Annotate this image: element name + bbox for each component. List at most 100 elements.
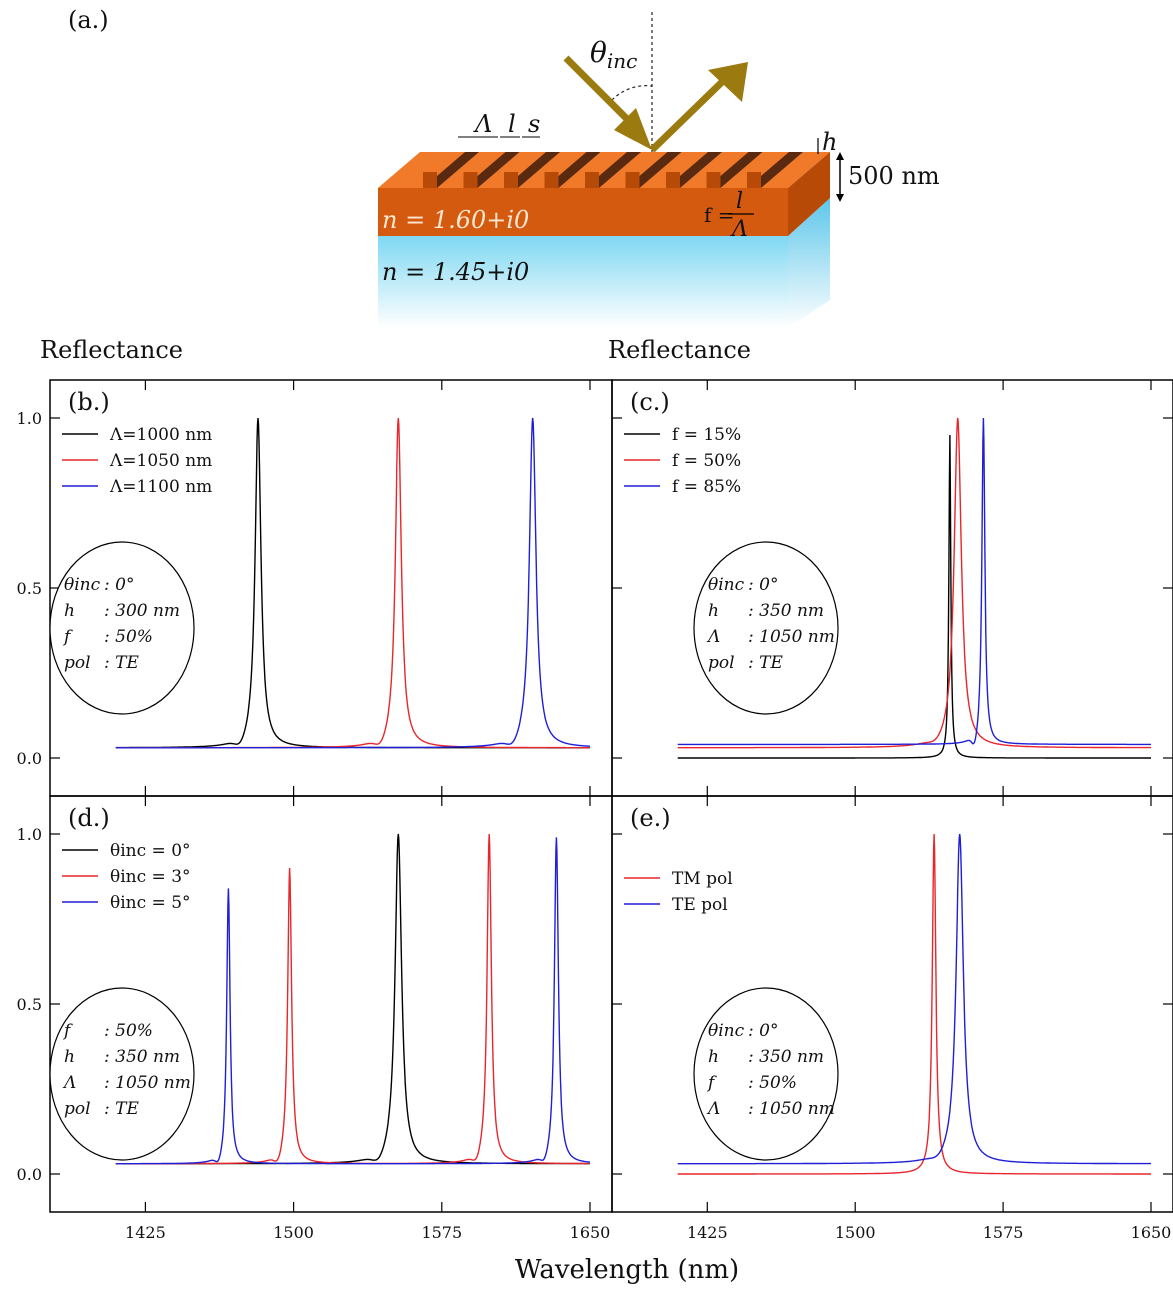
annotation-key: f — [62, 627, 73, 647]
line-width-symbol: l — [508, 110, 516, 138]
chart-panel-4: 1425 1500 1575 1650 (e.) TM pol TE pol θinc: 0°… — [611, 795, 1173, 1242]
series-line-3 — [115, 417, 590, 749]
grating-grooves — [423, 152, 803, 188]
groove-wall-4 — [544, 172, 559, 188]
series-line-2 — [677, 833, 1151, 1165]
legend-entry: θinc = 0° — [110, 841, 191, 861]
substrate-side — [788, 198, 830, 328]
annotation-key: θinc — [64, 575, 101, 595]
grating-layer-side — [788, 152, 830, 236]
panel-frame — [611, 795, 1173, 1213]
annotation-value: : 350 nm — [748, 1047, 824, 1067]
legend-entry: Λ=1000 nm — [109, 425, 212, 445]
legend-entry: TM pol — [672, 869, 733, 889]
chart-panel-1: 0.0 0.5 1.0 (b.) Λ=1000 nm Λ=1050 nm Λ=1100 nm… — [17, 379, 613, 797]
chart-panel-3: 1425 1500 1575 1650 0.0 0.5 1.0 (d.)θinc = 0° θi… — [17, 795, 613, 1242]
incident-arrowhead-icon — [614, 108, 652, 150]
legend-entry: TE pol — [672, 895, 728, 915]
chart-panels: 0.0 0.5 1.0 (b.) Λ=1000 nm Λ=1050 nm Λ=1100 nm… — [17, 379, 1173, 1242]
annotation-key: θinc — [708, 575, 745, 595]
annotation-key: f — [62, 1021, 73, 1041]
annotation-value: : 350 nm — [104, 1047, 180, 1067]
legend-entry: θinc = 3° — [110, 867, 191, 887]
y-axis-label-right: Reflectance — [608, 336, 751, 364]
y-tick-label: 0.0 — [17, 749, 42, 768]
annotation-key: Λ — [706, 627, 720, 647]
theta-inc-label: θinc — [590, 36, 637, 73]
annotation-value: : 0° — [104, 575, 134, 595]
fill-factor-denominator: Λ — [730, 217, 748, 242]
annotation-value: : TE — [748, 653, 783, 673]
parameter-ellipse — [693, 541, 839, 715]
annotation-key: pol — [64, 653, 91, 673]
series-line-3 — [115, 837, 591, 1165]
schematic-panel-a: (a.) θinc Λ l s h 500 nm n = 1.60+i0 — [68, 6, 940, 328]
groove-wall-3 — [504, 172, 518, 188]
annotation-key: f — [706, 1073, 717, 1093]
annotation-key: Λ — [62, 1073, 76, 1093]
annotation-key: θinc — [708, 1021, 745, 1041]
annotation-value: : 350 nm — [748, 601, 824, 621]
annotation-key: pol — [708, 653, 735, 673]
groove-wall-2 — [463, 172, 478, 188]
reflected-arrowhead-icon — [708, 62, 748, 102]
reflected-beam — [649, 79, 725, 153]
legend-entry: f = 85% — [672, 477, 741, 497]
x-axis-label: Wavelength (nm) — [515, 1255, 739, 1285]
y-tick-label: 1.0 — [17, 409, 42, 428]
space-symbol: s — [528, 110, 540, 138]
annotation-value: : 0° — [748, 575, 778, 595]
fill-factor-numerator: l — [736, 189, 743, 214]
annotation-key: h — [64, 601, 75, 621]
substrate-index-label: n = 1.45+i0 — [382, 258, 529, 286]
substrate-front — [378, 236, 788, 328]
annotation-value: : 50% — [748, 1073, 797, 1093]
y-tick-label: 0.5 — [17, 995, 42, 1014]
groove-wall-7 — [666, 172, 680, 188]
annotation-value: : TE — [104, 653, 139, 673]
fill-factor-lhs: f = — [704, 203, 735, 227]
y-tick-label: 0.5 — [17, 579, 42, 598]
thickness-arrow-up-icon — [836, 152, 844, 160]
legend-entry: f = 50% — [672, 451, 741, 471]
parameter-ellipse — [49, 987, 195, 1161]
groove-wall-5 — [585, 172, 599, 188]
annotation-value: : 1050 nm — [748, 627, 835, 647]
grating-index-label: n = 1.60+i0 — [382, 206, 529, 234]
incidence-angle-arc — [611, 85, 653, 101]
x-tick-label: 1575 — [983, 1223, 1024, 1242]
annotation-value: : 300 nm — [104, 601, 180, 621]
x-tick-label: 1650 — [570, 1223, 611, 1242]
groove-wall-6 — [625, 172, 640, 188]
thickness-label: 500 nm — [848, 162, 940, 190]
panel-a-label: (a.) — [68, 6, 109, 34]
series-line-1 — [677, 833, 1151, 1175]
annotation-key: Λ — [706, 1099, 720, 1119]
thickness-arrow-down-icon — [836, 194, 844, 202]
panel-label: (c.) — [630, 388, 670, 416]
legend-entry: θinc = 5° — [110, 893, 191, 913]
parameter-ellipse — [49, 541, 195, 715]
annotation-key: pol — [64, 1099, 91, 1119]
legend-entry: f = 15% — [672, 425, 741, 445]
x-tick-label: 1575 — [421, 1223, 462, 1242]
y-tick-label: 1.0 — [17, 825, 42, 844]
annotation-value: : 50% — [104, 1021, 153, 1041]
y-axis-label-left: Reflectance — [40, 336, 183, 364]
panel-label: (b.) — [68, 388, 110, 416]
legend-entry: Λ=1050 nm — [109, 451, 212, 471]
height-symbol: h — [822, 128, 837, 156]
x-tick-label: 1425 — [687, 1223, 728, 1242]
series-line-1 — [677, 434, 1151, 759]
x-tick-label: 1500 — [835, 1223, 876, 1242]
x-tick-label: 1500 — [273, 1223, 314, 1242]
annotation-key: h — [708, 1047, 719, 1067]
series-line-3 — [677, 417, 1151, 746]
annotation-key: h — [708, 601, 719, 621]
annotation-value: : TE — [104, 1099, 139, 1119]
groove-wall-8 — [706, 172, 721, 188]
chart-panel-2: (c.)f = 15% f = 50% f = 85% θinc: 0° h : 350 … — [611, 379, 1173, 797]
grating-layer-front — [378, 188, 788, 236]
parameter-ellipse — [693, 987, 839, 1161]
